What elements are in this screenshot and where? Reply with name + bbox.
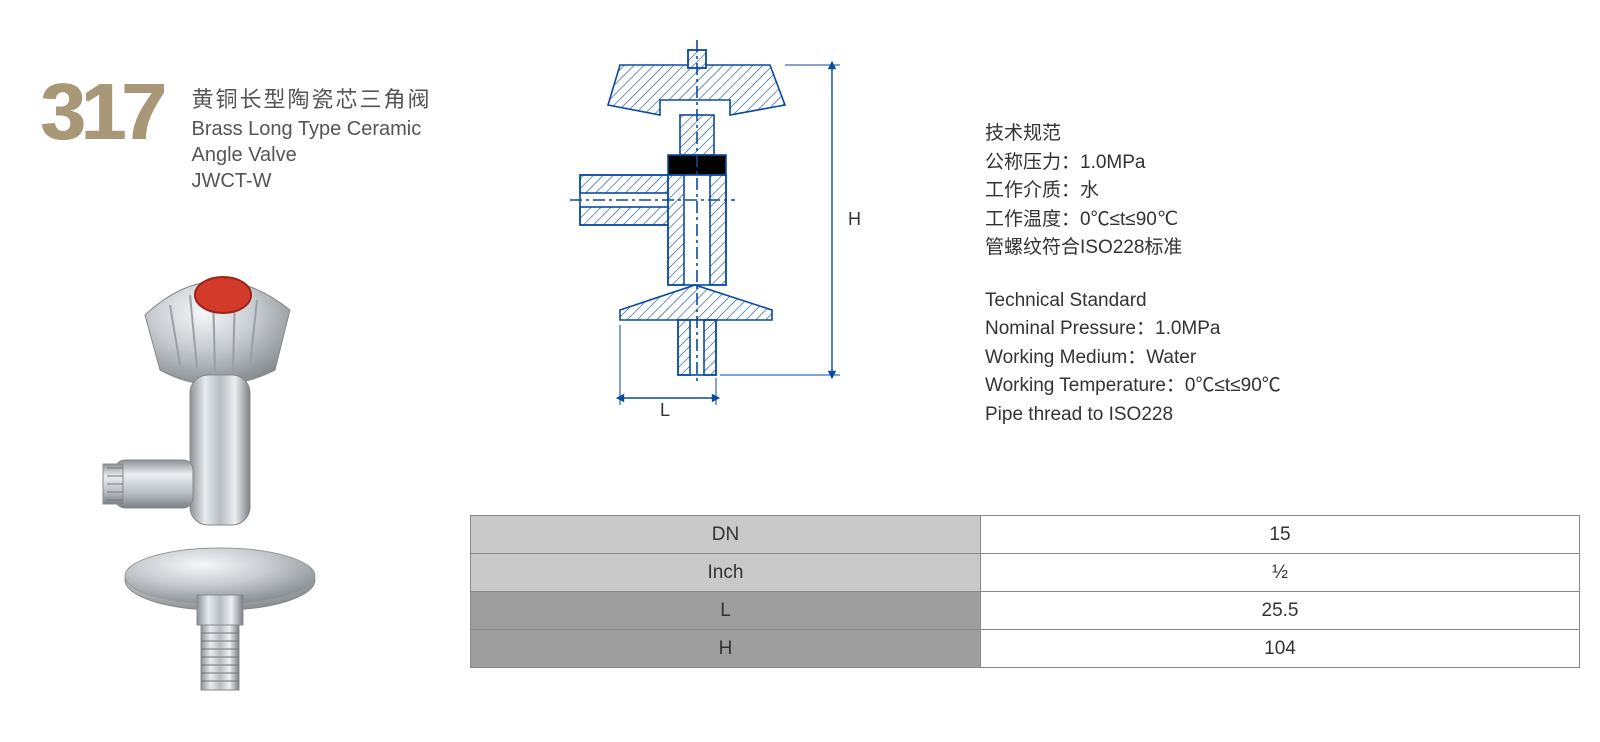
spec-en-medium: Working Medium：Water [985,344,1281,373]
spec-cn-temperature: 工作温度：0℃≤t≤90℃ [985,206,1281,235]
table-label: L [471,592,981,630]
table-value: 25.5 [981,592,1580,630]
table-label: H [471,630,981,668]
product-model: JWCT-W [191,170,431,193]
title-chinese: 黄铜长型陶瓷芯三角阀 [191,82,431,114]
title-english-line1: Brass Long Type Ceramic [191,116,431,142]
dim-label-h: H [848,209,861,229]
spec-cn-heading: 技术规范 [985,120,1281,149]
spec-en-pressure: Nominal Pressure：1.0MPa [985,315,1281,344]
dimension-table: DN15Inch½L25.5H104 [470,515,1580,668]
spec-cn-thread: 管螺纹符合ISO228标准 [985,234,1281,263]
spec-en-heading: Technical Standard [985,287,1281,316]
table-label: Inch [471,554,981,592]
table-value: ½ [981,554,1580,592]
table-row: Inch½ [471,554,1580,592]
product-title-block: 黄铜长型陶瓷芯三角阀 Brass Long Type Ceramic Angle… [191,80,431,193]
product-number: 317 [40,80,161,144]
table-row: H104 [471,630,1580,668]
table-label: DN [471,516,981,554]
spec-en-thread: Pipe thread to ISO228 [985,401,1281,430]
spec-cn-medium: 工作介质：水 [985,177,1281,206]
table-row: DN15 [471,516,1580,554]
spec-cn-pressure: 公称压力：1.0MPa [985,149,1281,178]
spec-en-temperature: Working Temperature：0℃≤t≤90℃ [985,372,1281,401]
table-value: 15 [981,516,1580,554]
table-row: L25.5 [471,592,1580,630]
product-photo [85,260,345,710]
dim-label-l: L [660,400,670,420]
table-value: 104 [981,630,1580,668]
technical-drawing: H L [560,40,910,420]
specs-block: 技术规范 公称压力：1.0MPa 工作介质：水 工作温度：0℃≤t≤90℃ 管螺… [985,120,1281,429]
product-header: 317 黄铜长型陶瓷芯三角阀 Brass Long Type Ceramic A… [40,80,432,193]
title-english-line2: Angle Valve [191,142,431,168]
